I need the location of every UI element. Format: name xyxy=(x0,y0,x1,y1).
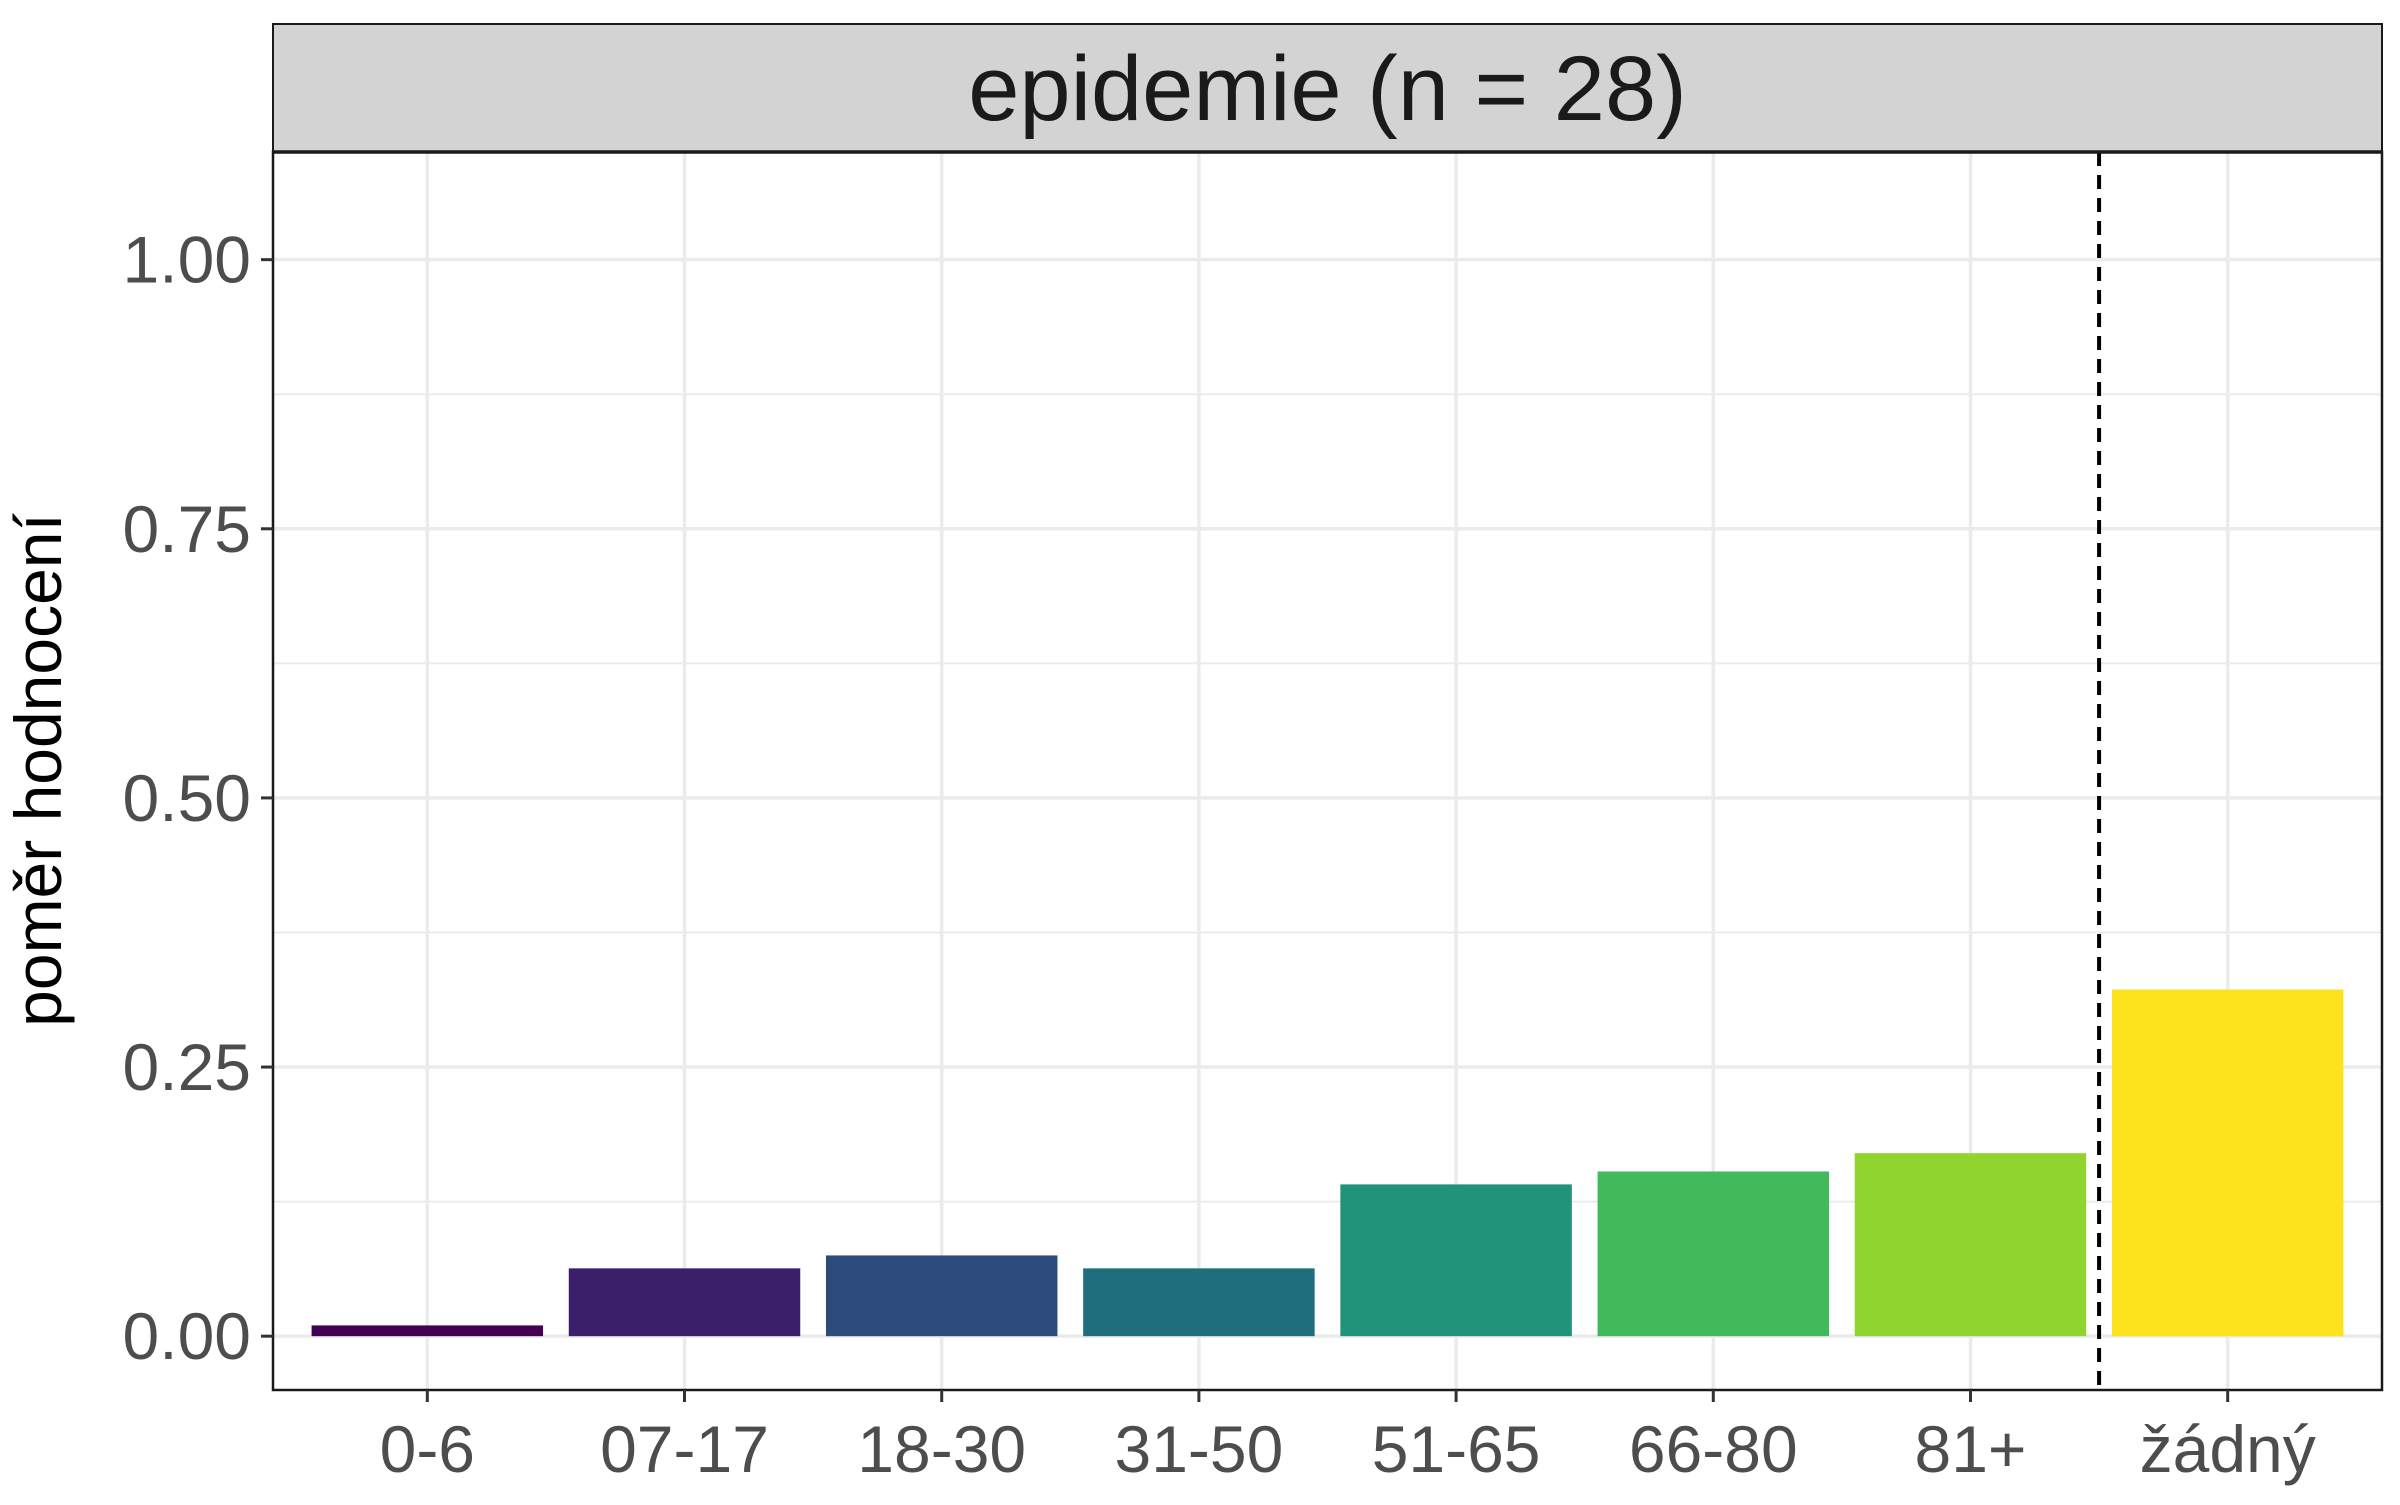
bar-žádný xyxy=(2111,989,2344,1337)
bar-51-65 xyxy=(1340,1184,1572,1337)
y-tick-label: 0.75 xyxy=(123,492,251,566)
bar-66-80 xyxy=(1597,1171,1830,1337)
facet-strip-background xyxy=(272,23,2383,153)
x-tick-label: 81+ xyxy=(1915,1412,2027,1486)
x-tick-label: 0-6 xyxy=(380,1412,475,1486)
y-tick-label: 0.00 xyxy=(123,1299,251,1373)
bar-31-50 xyxy=(1083,1268,1315,1337)
x-tick-label: 07-17 xyxy=(600,1412,769,1486)
x-tick-label: žádný xyxy=(2140,1412,2316,1486)
x-axis: 0-6 07-17 18-30 31-50 51-65 66-80 81+ žádný xyxy=(380,1390,2316,1486)
x-tick-label: 51-65 xyxy=(1372,1412,1541,1486)
y-tick-label: 0.25 xyxy=(123,1030,251,1104)
x-tick-label: 66-80 xyxy=(1629,1412,1798,1486)
gridlines xyxy=(273,152,2382,1390)
facet-strip-title: epidemie (n = 28) xyxy=(968,38,1687,140)
bar-81+ xyxy=(1854,1153,2087,1337)
y-axis: 0.00 0.25 0.50 0.75 1.00 xyxy=(123,223,273,1373)
x-tick-label: 31-50 xyxy=(1114,1412,1283,1486)
bars xyxy=(311,989,2344,1337)
bar-18-30 xyxy=(825,1255,1058,1337)
y-axis-title: poměr hodnocení xyxy=(1,512,75,1026)
bar-0-6 xyxy=(311,1325,544,1337)
y-tick-label: 0.50 xyxy=(123,761,251,835)
x-tick-label: 18-30 xyxy=(857,1412,1026,1486)
y-tick-label: 1.00 xyxy=(123,223,251,297)
facet-strip: epidemie (n = 28) xyxy=(272,23,2383,153)
bar-07-17 xyxy=(568,1268,801,1337)
panel-frame xyxy=(271,150,2384,1392)
